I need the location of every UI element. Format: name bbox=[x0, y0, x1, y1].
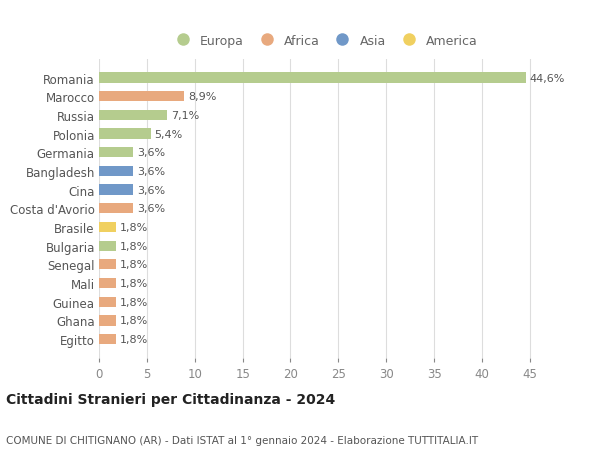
Text: COMUNE DI CHITIGNANO (AR) - Dati ISTAT al 1° gennaio 2024 - Elaborazione TUTTITA: COMUNE DI CHITIGNANO (AR) - Dati ISTAT a… bbox=[6, 435, 478, 445]
Text: 1,8%: 1,8% bbox=[120, 316, 148, 326]
Bar bbox=[99, 73, 526, 84]
Text: 3,6%: 3,6% bbox=[137, 148, 166, 158]
Text: 3,6%: 3,6% bbox=[137, 185, 166, 195]
Text: 8,9%: 8,9% bbox=[188, 92, 217, 102]
Bar bbox=[99, 111, 167, 121]
Text: 7,1%: 7,1% bbox=[171, 111, 199, 121]
Bar bbox=[99, 278, 116, 289]
Bar bbox=[99, 204, 133, 214]
Bar bbox=[99, 241, 116, 251]
Bar bbox=[99, 129, 151, 140]
Bar bbox=[99, 334, 116, 344]
Text: 5,4%: 5,4% bbox=[155, 129, 183, 139]
Bar bbox=[99, 148, 133, 158]
Bar bbox=[99, 222, 116, 233]
Text: 44,6%: 44,6% bbox=[530, 73, 565, 84]
Bar bbox=[99, 185, 133, 196]
Bar bbox=[99, 92, 184, 102]
Text: 1,8%: 1,8% bbox=[120, 223, 148, 232]
Text: 1,8%: 1,8% bbox=[120, 334, 148, 344]
Text: 1,8%: 1,8% bbox=[120, 279, 148, 288]
Text: 3,6%: 3,6% bbox=[137, 204, 166, 214]
Bar bbox=[99, 167, 133, 177]
Legend: Europa, Africa, Asia, America: Europa, Africa, Asia, America bbox=[170, 34, 478, 47]
Bar bbox=[99, 260, 116, 270]
Text: Cittadini Stranieri per Cittadinanza - 2024: Cittadini Stranieri per Cittadinanza - 2… bbox=[6, 392, 335, 406]
Text: 1,8%: 1,8% bbox=[120, 297, 148, 307]
Text: 1,8%: 1,8% bbox=[120, 241, 148, 251]
Text: 3,6%: 3,6% bbox=[137, 167, 166, 177]
Bar bbox=[99, 316, 116, 326]
Text: 1,8%: 1,8% bbox=[120, 260, 148, 270]
Bar bbox=[99, 297, 116, 307]
